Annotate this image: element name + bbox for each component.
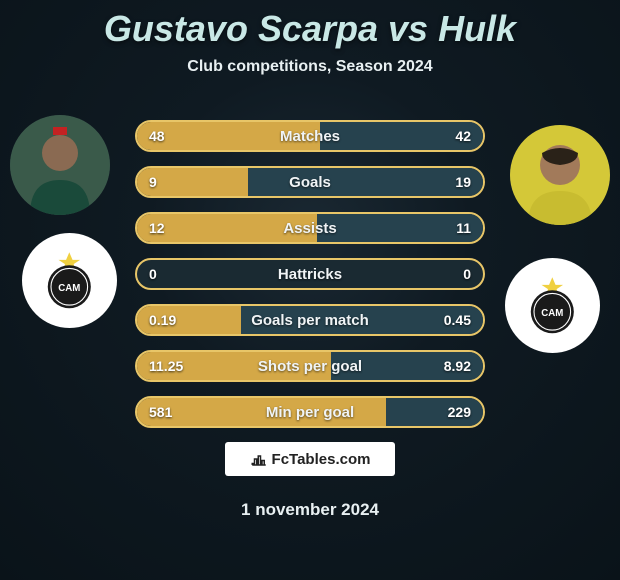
page-title: Gustavo Scarpa vs Hulk xyxy=(0,0,620,50)
stat-fill-right xyxy=(248,168,483,196)
stat-label: Matches xyxy=(280,128,340,145)
brand-logo: FcTables.com xyxy=(225,442,395,476)
chart-icon xyxy=(250,450,268,468)
stat-value-right: 0 xyxy=(463,266,471,282)
stat-label: Assists xyxy=(283,220,336,237)
stat-label: Goals per match xyxy=(251,312,369,329)
stat-value-left: 581 xyxy=(149,404,172,420)
stat-value-left: 11.25 xyxy=(149,358,183,374)
stat-value-left: 0.19 xyxy=(149,312,176,328)
club-crest-right: CAM xyxy=(505,258,600,353)
subtitle: Club competitions, Season 2024 xyxy=(0,58,620,76)
stat-value-right: 42 xyxy=(455,128,471,144)
avatar-placeholder-icon xyxy=(10,115,110,215)
stat-label: Hattricks xyxy=(278,266,342,283)
brand-text: FcTables.com xyxy=(272,451,371,468)
player-avatar-left xyxy=(10,115,110,215)
stat-row: 9 Goals 19 xyxy=(135,166,485,198)
stat-label: Shots per goal xyxy=(258,358,362,375)
stat-value-right: 229 xyxy=(448,404,471,420)
stat-value-right: 0.45 xyxy=(444,312,471,328)
stat-value-left: 12 xyxy=(149,220,165,236)
avatar-placeholder-icon xyxy=(510,125,610,225)
svg-text:CAM: CAM xyxy=(58,283,80,294)
club-crest-icon: CAM xyxy=(520,273,585,338)
player-avatar-right xyxy=(510,125,610,225)
stat-row: 0.19 Goals per match 0.45 xyxy=(135,304,485,336)
stat-value-left: 0 xyxy=(149,266,157,282)
stat-row: 11.25 Shots per goal 8.92 xyxy=(135,350,485,382)
stat-row: 12 Assists 11 xyxy=(135,212,485,244)
stats-list: 48 Matches 42 9 Goals 19 12 Assists 11 0 Hattricks… xyxy=(135,120,485,428)
club-crest-left: CAM xyxy=(22,233,117,328)
stat-row: 0 Hattricks 0 xyxy=(135,258,485,290)
svg-text:CAM: CAM xyxy=(541,308,563,319)
stat-label: Goals xyxy=(289,174,331,191)
stat-value-left: 9 xyxy=(149,174,157,190)
date-label: 1 november 2024 xyxy=(0,500,620,520)
stat-value-right: 8.92 xyxy=(444,358,471,374)
stat-value-left: 48 xyxy=(149,128,165,144)
stat-label: Min per goal xyxy=(266,404,354,421)
stat-value-right: 11 xyxy=(456,220,471,236)
stat-value-right: 19 xyxy=(455,174,471,190)
stat-row: 48 Matches 42 xyxy=(135,120,485,152)
comparison-card: Gustavo Scarpa vs Hulk Club competitions… xyxy=(0,0,620,580)
stat-row: 581 Min per goal 229 xyxy=(135,396,485,428)
club-crest-icon: CAM xyxy=(37,248,102,313)
